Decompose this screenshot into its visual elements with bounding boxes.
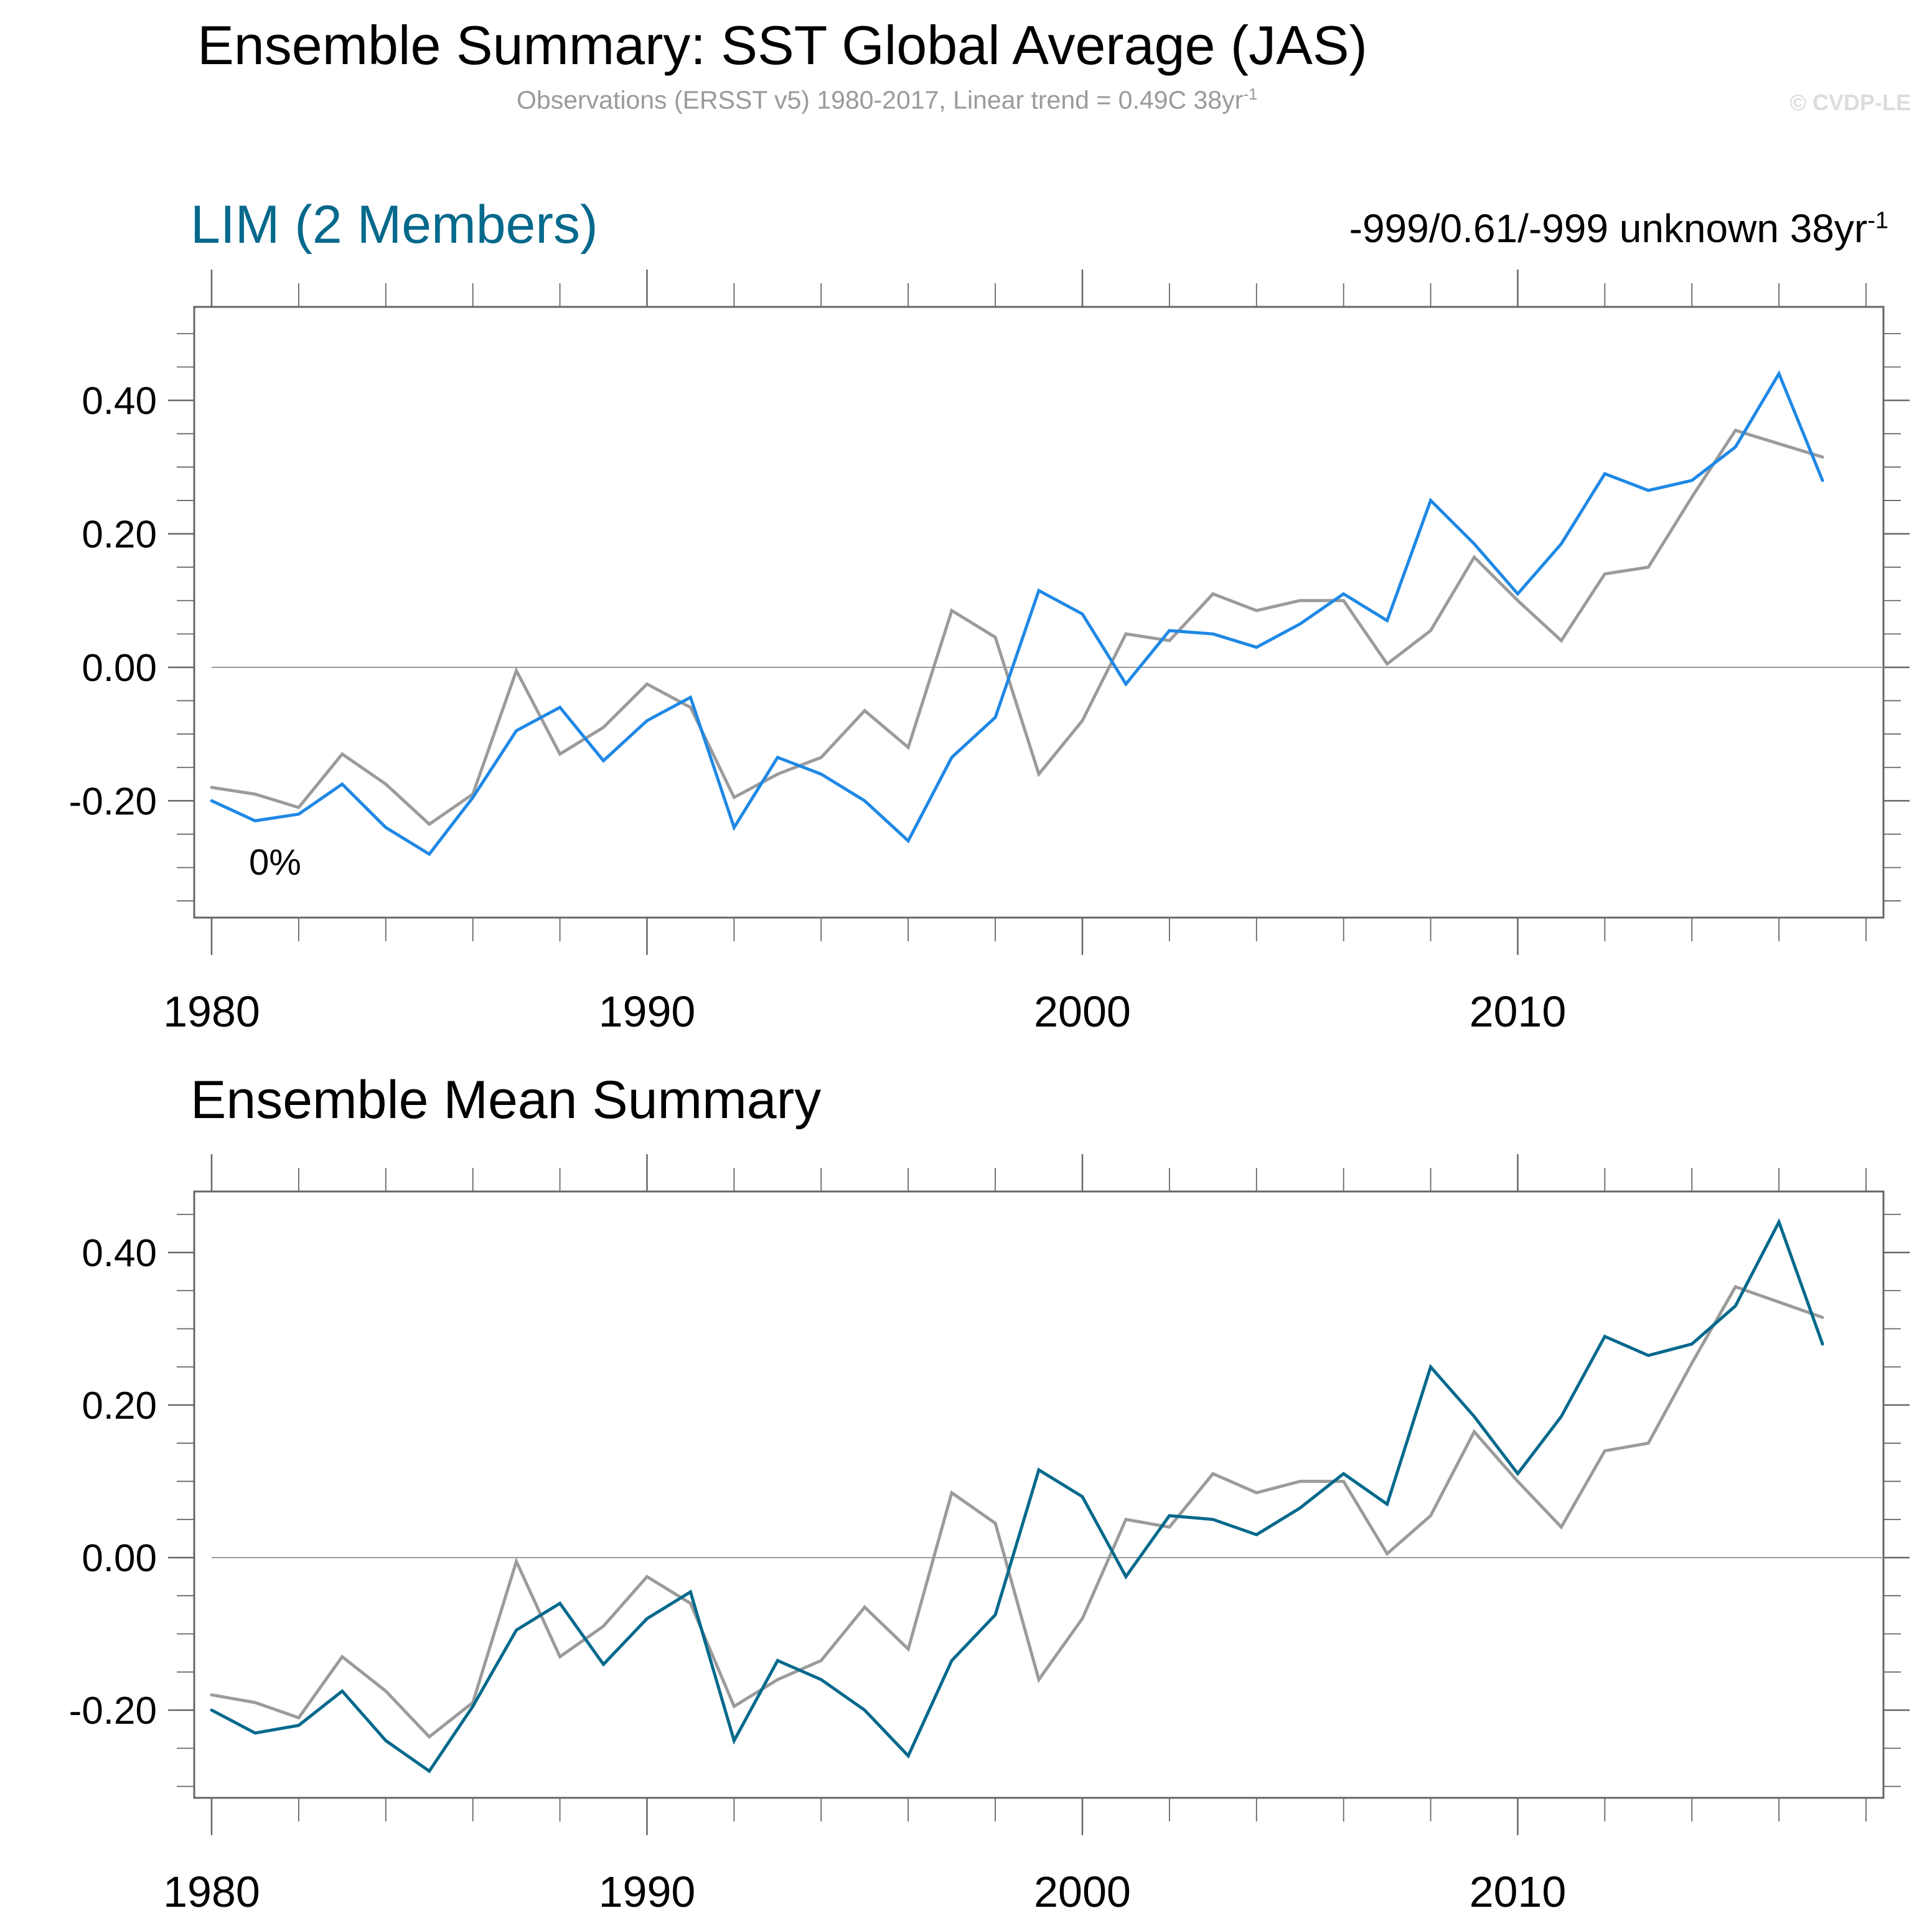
ensemble-mean-line [210,1218,1824,1774]
x-tick-label: 1980 [163,987,260,1036]
watermark: © CVDP-LE [1789,90,1911,115]
x-tick-label: 2010 [1470,1868,1567,1913]
top-panel-title: LIM (2 Members) [190,195,598,255]
bottom-panel-title: Ensemble Mean Summary [190,1070,822,1130]
y-tick-label: 0.20 [82,1384,157,1427]
lim-member-line [210,370,1824,857]
percent-label: 0% [249,842,301,883]
y-tick-label: -0.20 [69,780,157,823]
x-tick-label: 2010 [1470,987,1567,1036]
plot-frame [193,306,1885,919]
y-tick-label: 0.40 [82,380,157,423]
y-tick-label: 0.00 [82,1537,157,1580]
x-tick-label: 1990 [599,1868,696,1913]
x-tick-label: 1990 [599,987,696,1036]
bottom-panel: 1980 1990 2000 2010 -0.20 0.00 0.20 0.40 [69,1154,1910,1913]
trend-annotation-text: -999/0.61/-999 unknown 38yr [1349,206,1868,251]
subtitle-text: Observations (ERSST v5) 1980-2017, Linea… [517,85,1244,115]
observations-line [210,428,1824,827]
top-panel-trend-annotation: -999/0.61/-999 unknown 38yr-1 [1349,205,1888,251]
subtitle-exponent: -1 [1243,85,1258,103]
y-tick-label: 0.40 [82,1232,157,1275]
y-tick-label: 0.20 [82,514,157,557]
top-panel: 1980 1990 2000 2010 -0.20 0.00 0.20 0.40 0% [69,270,1910,1036]
subtitle: Observations (ERSST v5) 1980-2017, Linea… [517,85,1257,115]
y-tick-label: 0.00 [82,647,157,690]
y-tick-label: -0.20 [69,1690,157,1732]
plot-frame [193,1190,1885,1799]
x-tick-label: 2000 [1034,1868,1131,1913]
x-tick-label: 1980 [163,1868,260,1913]
trend-annotation-exponent: -1 [1867,207,1888,234]
x-tick-label: 2000 [1034,987,1131,1036]
main-title: Ensemble Summary: SST Global Average (JA… [197,14,1367,76]
observations-line [210,1285,1824,1739]
